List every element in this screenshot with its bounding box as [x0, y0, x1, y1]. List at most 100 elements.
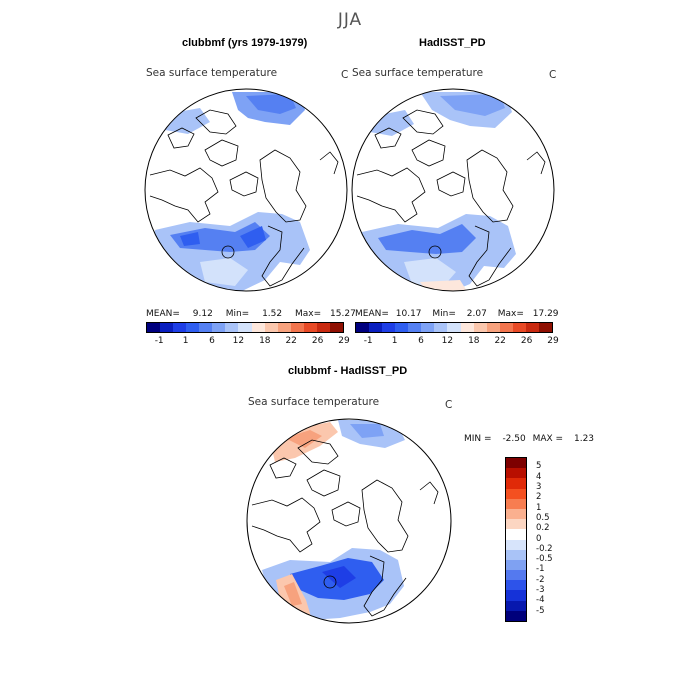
panel1-colorbar-swatch — [212, 323, 226, 332]
panel1-min-value: 1.52 — [262, 309, 283, 319]
panel3-max-label: MAX = — [532, 434, 564, 444]
diff-colorbar-swatch — [506, 590, 526, 601]
panel1-colorbar-swatch — [238, 323, 252, 332]
diff-colorbar-tick-label: -4 — [536, 595, 545, 606]
diff-colorbar-tick-label: -1 — [536, 564, 545, 575]
panel1-colorbar-tick-label: 18 — [259, 336, 271, 346]
panel3-field-label: Sea surface temperature — [248, 396, 380, 408]
diff-colorbar-swatch — [506, 498, 526, 509]
diff-colorbar-swatch — [506, 600, 526, 611]
diff-colorbar-swatch — [506, 610, 526, 621]
diff-colorbar-tick-label: -2 — [536, 574, 545, 585]
panel2-colorbar-swatch — [369, 323, 383, 332]
diff-colorbar-tick-label: -0.5 — [536, 554, 553, 565]
panel1-mean-label: MEAN= — [146, 309, 180, 319]
diff-colorbar-swatch — [506, 508, 526, 520]
panel3-title: clubbmf - HadISST_PD — [288, 365, 408, 377]
diff-colorbar-tick-label: 1 — [536, 502, 542, 513]
panel3-min-value: -2.50 — [502, 434, 526, 444]
diff-colorbar-tick-label: 3 — [536, 481, 542, 492]
panel1-colorbar-tick-label: -1 — [154, 336, 164, 346]
diff-colorbar-swatch — [506, 519, 526, 530]
panel2-colorbar-tick-label: 26 — [520, 336, 533, 346]
panel1-colorbar-swatch — [329, 323, 343, 332]
diff-colorbar-swatch — [506, 570, 526, 581]
panel1-colorbar-swatch — [277, 323, 291, 332]
panel1-max-label: Max= — [295, 309, 322, 319]
diff-colorbar — [505, 457, 527, 622]
panel1-colorbar-swatch — [173, 323, 187, 332]
panel2-colorbar-swatch — [538, 323, 552, 332]
panel1-colorbar-swatch — [316, 323, 330, 332]
panel2-colorbar-tick-label: 29 — [547, 336, 559, 346]
panel1-field-label: Sea surface temperature — [146, 67, 278, 79]
panel2-colorbar-tick-label: 12 — [441, 336, 454, 346]
panel2-units: C — [549, 69, 557, 81]
panel2-colorbar-swatch — [499, 323, 513, 332]
panel1-colorbar-tick-label: 29 — [338, 336, 350, 346]
panel2-colorbar-swatch — [434, 323, 448, 332]
panel1-colorbar-swatch — [290, 323, 304, 332]
panel1-colorbar-tick-label: 22 — [285, 336, 297, 346]
panel2-colorbar-swatch — [525, 323, 539, 332]
panel2-colorbar-tick-label: 18 — [468, 336, 480, 346]
panel1-colorbar-swatch — [160, 323, 174, 332]
diff-colorbar-swatch — [506, 559, 526, 571]
panel2-colorbar-swatch — [460, 323, 474, 332]
diff-colorbar-tick-label: 0 — [536, 533, 542, 544]
panel2-colorbar-swatch — [512, 323, 526, 332]
diff-colorbar-swatch — [506, 458, 526, 469]
panel1-max-value: 15.27 — [330, 309, 356, 319]
diff-colorbar-tick-label: 5 — [536, 461, 542, 472]
diff-colorbar-swatch — [506, 539, 526, 550]
panel2-colorbar-swatch — [447, 323, 461, 332]
panel1-mean-value: 9.12 — [192, 309, 213, 319]
panel2-max-value: 17.29 — [532, 309, 559, 319]
panel2-colorbar-swatch — [356, 323, 370, 332]
diff-colorbar-swatch — [506, 529, 526, 540]
panel2-colorbar-tick-label: 1 — [391, 336, 398, 346]
panel3-max-value: 1.23 — [573, 434, 595, 444]
diff-colorbar-swatch — [506, 549, 526, 560]
diff-colorbar-swatch — [506, 580, 526, 591]
panel1-title: clubbmf (yrs 1979-1979) — [182, 37, 308, 49]
diff-colorbar-tick-label: -5 — [536, 605, 545, 616]
map2-polar-plot — [351, 88, 555, 292]
map3-polar-plot — [246, 418, 452, 624]
panel1-units: C — [341, 69, 349, 81]
season-title: JJA — [337, 10, 363, 30]
panel2-colorbar — [355, 322, 553, 333]
diff-colorbar-swatch — [506, 478, 526, 489]
panel1-colorbar-swatch — [199, 323, 213, 332]
panel2-mean-label: MEAN= — [355, 309, 389, 319]
panel1-colorbar-swatch — [264, 323, 278, 332]
panel1-colorbar-swatch — [225, 323, 239, 332]
diff-colorbar-tick-label: -3 — [536, 585, 545, 596]
diff-colorbar-tick-label: 0.5 — [536, 512, 550, 523]
panel1-colorbar-swatch — [186, 323, 200, 332]
panel2-colorbar-swatch — [408, 323, 422, 332]
panel2-colorbar-swatch — [486, 323, 500, 332]
panel2-colorbar-swatch — [382, 323, 396, 332]
panel2-colorbar-tick-label: -1 — [363, 336, 373, 346]
panel2-colorbar-swatch — [395, 323, 409, 332]
panel1-colorbar-swatch — [251, 323, 265, 332]
diff-colorbar-swatch — [506, 468, 526, 479]
panel1-colorbar-tick-label: 6 — [209, 336, 215, 346]
panel1-min-label: Min= — [225, 309, 250, 319]
panel1-colorbar-swatch — [147, 323, 161, 332]
panel2-colorbar-tick-label: 6 — [418, 336, 424, 346]
panel1-colorbar — [146, 322, 344, 333]
panel2-colorbar-swatch — [473, 323, 487, 332]
panel2-min-value: 2.07 — [466, 309, 487, 319]
panel2-colorbar-swatch — [421, 323, 435, 332]
panel2-max-label: Max= — [497, 309, 524, 319]
panel2-min-label: Min= — [432, 309, 456, 319]
diff-colorbar-tick-label: 0.2 — [536, 523, 550, 534]
panel2-colorbar-tick-label: 22 — [494, 336, 506, 346]
diff-colorbar-tick-label: 4 — [536, 471, 542, 482]
panel3-units: C — [445, 399, 453, 411]
panel1-colorbar-tick-label: 26 — [311, 336, 324, 346]
